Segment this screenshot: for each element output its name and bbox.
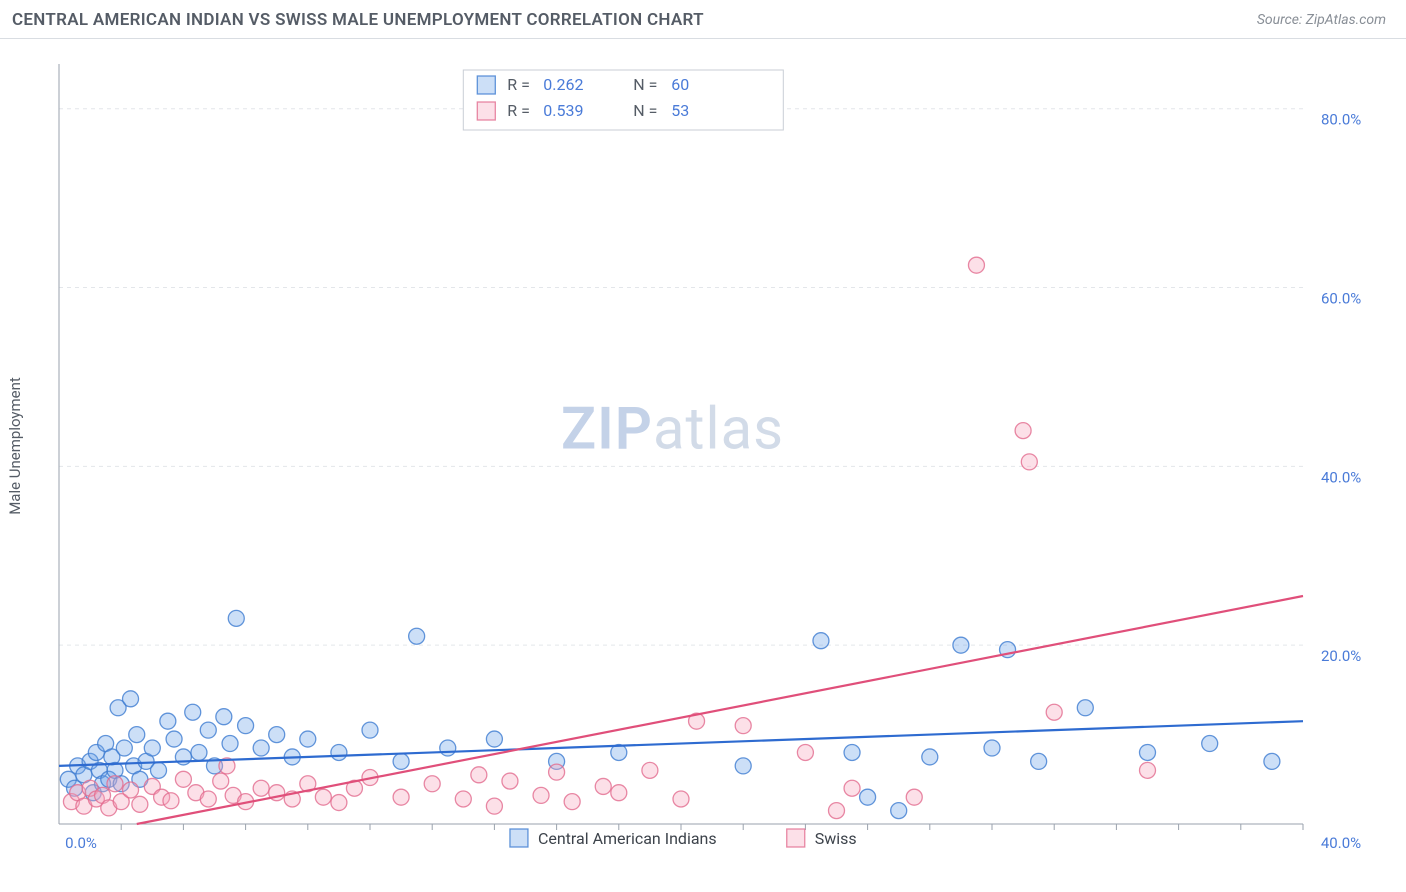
legend-swatch: [477, 76, 495, 94]
data-point: [175, 771, 191, 787]
y-tick-label: 80.0%: [1321, 111, 1361, 129]
chart-title: CENTRAL AMERICAN INDIAN VS SWISS MALE UN…: [12, 10, 704, 30]
data-point: [906, 789, 922, 805]
data-point: [222, 736, 238, 752]
source-attribution: Source: ZipAtlas.com: [1257, 12, 1386, 28]
legend-swatch: [510, 829, 528, 847]
data-point: [1264, 753, 1280, 769]
watermark: ZIPatlas: [561, 395, 784, 463]
y-axis-label: Male Unemployment: [6, 377, 24, 515]
data-point: [253, 780, 269, 796]
data-point: [455, 791, 471, 807]
stats-n-value: 60: [671, 75, 689, 94]
data-point: [253, 740, 269, 756]
data-point: [216, 709, 232, 725]
data-point: [860, 789, 876, 805]
data-point: [813, 633, 829, 649]
data-point: [953, 637, 969, 653]
stats-n-label: N =: [633, 101, 657, 120]
data-point: [107, 776, 123, 792]
data-point: [200, 791, 216, 807]
data-point: [471, 767, 487, 783]
data-point: [123, 691, 139, 707]
data-point: [844, 780, 860, 796]
data-point: [1031, 753, 1047, 769]
data-point: [331, 744, 347, 760]
data-point: [486, 731, 502, 747]
data-point: [269, 727, 285, 743]
stats-r-value: 0.262: [543, 75, 583, 94]
data-point: [1046, 704, 1062, 720]
y-tick-label: 40.0%: [1321, 468, 1361, 486]
x-tick-label: 0.0%: [65, 834, 97, 852]
stats-n-value: 53: [671, 101, 689, 120]
data-point: [393, 789, 409, 805]
data-point: [1021, 454, 1037, 470]
stats-n-label: N =: [633, 75, 657, 94]
data-point: [191, 744, 207, 760]
data-point: [735, 758, 751, 774]
data-point: [968, 257, 984, 273]
data-point: [611, 785, 627, 801]
scatter-chart: 20.0%40.0%60.0%80.0%ZIPatlas0.0%40.0%R =…: [49, 50, 1349, 840]
data-point: [1015, 423, 1031, 439]
data-point: [123, 782, 139, 798]
data-point: [144, 740, 160, 756]
data-point: [844, 744, 860, 760]
data-point: [502, 773, 518, 789]
y-tick-label: 60.0%: [1321, 290, 1361, 308]
data-point: [185, 704, 201, 720]
data-point: [549, 764, 565, 780]
data-point: [595, 778, 611, 794]
chart-svg: 20.0% 40.0% 60.0% 80.0% ZIPatlas 0.0% 40.0% R =…: [49, 50, 1389, 860]
data-point: [735, 718, 751, 734]
data-point: [424, 776, 440, 792]
stats-r-label: R =: [507, 75, 530, 94]
data-point: [160, 713, 176, 729]
data-point: [673, 791, 689, 807]
data-point: [533, 787, 549, 803]
data-point: [393, 753, 409, 769]
data-point: [213, 773, 229, 789]
data-point: [409, 628, 425, 644]
legend-swatch: [787, 829, 805, 847]
data-point: [486, 798, 502, 814]
data-point: [151, 762, 167, 778]
chart-header: CENTRAL AMERICAN INDIAN VS SWISS MALE UN…: [0, 0, 1406, 39]
data-point: [315, 789, 331, 805]
legend-label: Central American Indians: [538, 829, 717, 848]
data-point: [1140, 762, 1156, 778]
data-point: [129, 727, 145, 743]
stats-r-value: 0.539: [543, 101, 583, 120]
data-point: [238, 718, 254, 734]
data-point: [564, 794, 580, 810]
data-point: [228, 610, 244, 626]
legend-label: Swiss: [815, 829, 857, 848]
data-point: [1202, 736, 1218, 752]
data-point: [797, 744, 813, 760]
trend-line: [137, 596, 1303, 824]
data-point: [829, 803, 845, 819]
data-point: [200, 722, 216, 738]
data-point: [163, 793, 179, 809]
data-point: [300, 731, 316, 747]
x-tick-label: 40.0%: [1321, 834, 1361, 852]
data-point: [642, 762, 658, 778]
data-point: [116, 740, 132, 756]
data-point: [440, 740, 456, 756]
data-point: [132, 796, 148, 812]
data-point: [984, 740, 1000, 756]
y-tick-label: 20.0%: [1321, 647, 1361, 665]
data-point: [1077, 700, 1093, 716]
legend-swatch: [477, 102, 495, 120]
data-point: [922, 749, 938, 765]
data-point: [362, 722, 378, 738]
data-point: [166, 731, 182, 747]
data-point: [331, 795, 347, 811]
data-point: [1140, 744, 1156, 760]
data-point: [891, 803, 907, 819]
stats-r-label: R =: [507, 101, 530, 120]
